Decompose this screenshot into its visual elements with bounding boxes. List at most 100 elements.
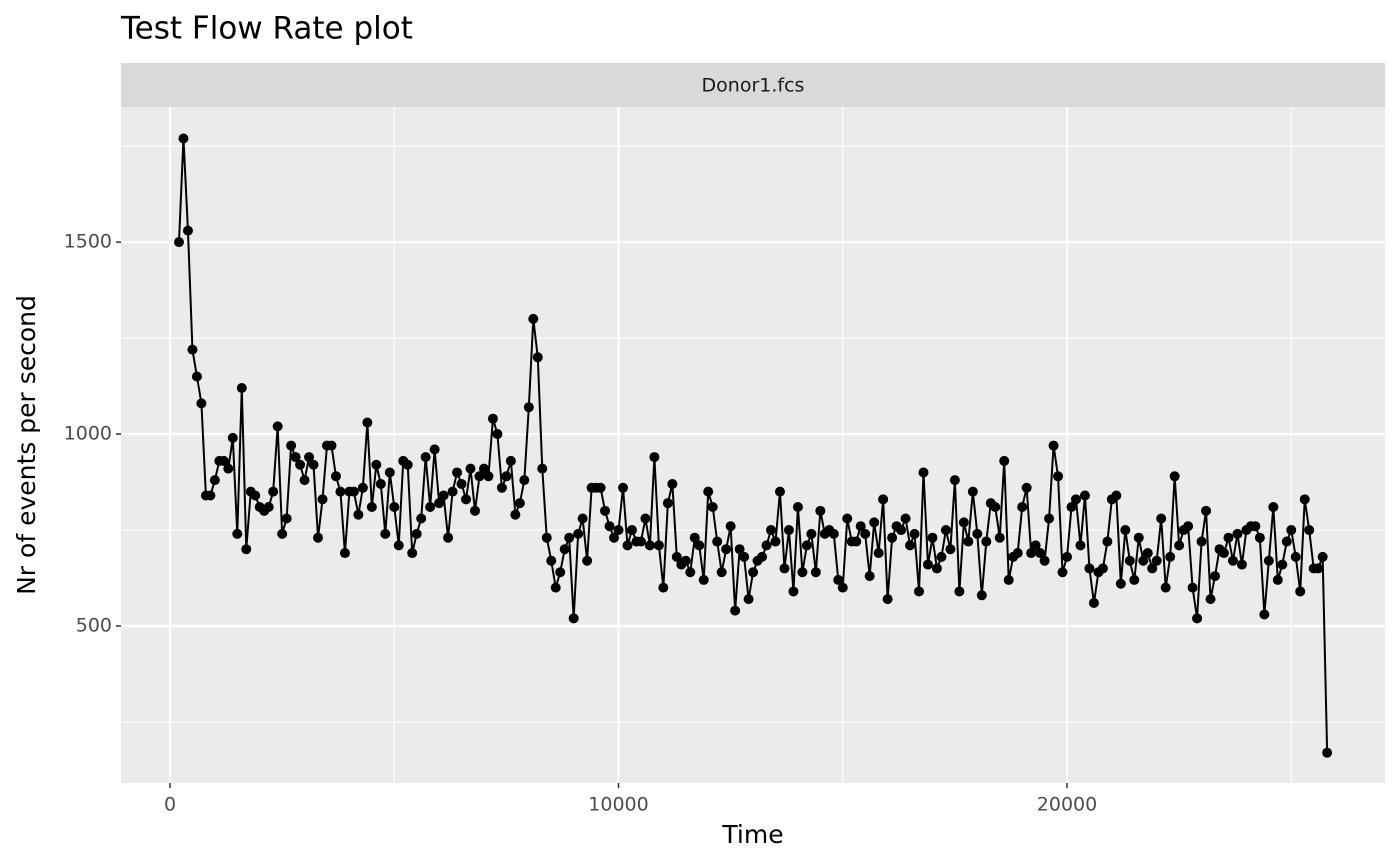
- data-point: [833, 574, 844, 585]
- data-point: [698, 574, 709, 585]
- data-point: [994, 532, 1005, 543]
- data-point: [335, 486, 346, 497]
- data-point: [375, 478, 386, 489]
- data-point: [407, 548, 418, 559]
- data-point: [510, 509, 521, 520]
- data-point: [487, 413, 498, 424]
- data-point: [1111, 490, 1122, 501]
- data-point: [326, 440, 337, 451]
- y-axis-label: Nr of events per second: [12, 295, 41, 595]
- data-point: [1317, 551, 1328, 562]
- data-point: [1196, 536, 1207, 547]
- data-point: [626, 525, 637, 536]
- data-point: [1057, 567, 1068, 578]
- data-point: [191, 371, 202, 382]
- data-point: [855, 521, 866, 532]
- data-point: [496, 482, 507, 493]
- data-point: [519, 475, 530, 486]
- data-point: [550, 582, 561, 593]
- data-point: [1259, 609, 1270, 620]
- data-point: [1169, 471, 1180, 482]
- data-point: [887, 532, 898, 543]
- data-point: [1295, 586, 1306, 597]
- data-point: [649, 452, 660, 463]
- data-point: [909, 528, 920, 539]
- data-point: [900, 513, 911, 524]
- data-point: [743, 594, 754, 605]
- x-axis-label: Time: [721, 820, 783, 849]
- data-point: [514, 498, 525, 509]
- data-point: [568, 613, 579, 624]
- data-point: [680, 555, 691, 566]
- data-point: [1223, 532, 1234, 543]
- data-point: [582, 555, 593, 566]
- y-tick-label: 1500: [64, 231, 112, 253]
- data-point: [810, 567, 821, 578]
- y-tick-label: 500: [76, 614, 112, 636]
- data-point: [788, 586, 799, 597]
- data-point: [640, 513, 651, 524]
- data-point: [182, 225, 193, 236]
- data-point: [389, 501, 400, 512]
- data-point: [187, 344, 198, 355]
- data-point: [801, 540, 812, 551]
- facet-strip: [121, 63, 1385, 107]
- data-point: [1160, 582, 1171, 593]
- data-point: [869, 517, 880, 528]
- data-point: [236, 382, 247, 393]
- data-point: [402, 459, 413, 470]
- data-point: [748, 567, 759, 578]
- data-point: [1210, 571, 1221, 582]
- data-point: [393, 540, 404, 551]
- data-point: [1183, 521, 1194, 532]
- data-point: [716, 567, 727, 578]
- data-point: [1227, 555, 1238, 566]
- data-point: [1017, 501, 1028, 512]
- data-point: [205, 490, 216, 501]
- data-point: [918, 467, 929, 478]
- data-point: [272, 421, 283, 432]
- data-point: [178, 133, 189, 144]
- data-point: [420, 452, 431, 463]
- data-point: [873, 548, 884, 559]
- data-point: [523, 402, 534, 413]
- data-point: [528, 313, 539, 324]
- data-point: [622, 540, 633, 551]
- data-point: [434, 498, 445, 509]
- data-point: [366, 501, 377, 512]
- data-point: [268, 486, 279, 497]
- data-point: [644, 540, 655, 551]
- data-point: [380, 528, 391, 539]
- data-point: [286, 440, 297, 451]
- data-point: [1281, 536, 1292, 547]
- data-point: [555, 567, 566, 578]
- data-point: [963, 536, 974, 547]
- data-point: [438, 490, 449, 501]
- data-point: [1205, 594, 1216, 605]
- data-point: [1192, 613, 1203, 624]
- data-point: [443, 532, 454, 543]
- data-point: [1026, 548, 1037, 559]
- data-point: [1250, 521, 1261, 532]
- data-point: [815, 505, 826, 516]
- data-point: [730, 605, 741, 616]
- data-point: [1088, 597, 1099, 608]
- x-tick-label: 20000: [1037, 794, 1097, 816]
- data-point: [761, 540, 772, 551]
- data-point: [362, 417, 373, 428]
- data-point: [712, 536, 723, 547]
- data-point: [739, 551, 750, 562]
- data-point: [250, 490, 261, 501]
- data-point: [954, 586, 965, 597]
- data-point: [1263, 555, 1274, 566]
- data-point: [940, 525, 951, 536]
- data-point: [707, 501, 718, 512]
- data-point: [429, 444, 440, 455]
- data-point: [501, 471, 512, 482]
- data-point: [967, 486, 978, 497]
- data-point: [313, 532, 324, 543]
- data-point: [1062, 551, 1073, 562]
- data-point: [483, 471, 494, 482]
- data-point: [1124, 555, 1135, 566]
- data-point: [604, 521, 615, 532]
